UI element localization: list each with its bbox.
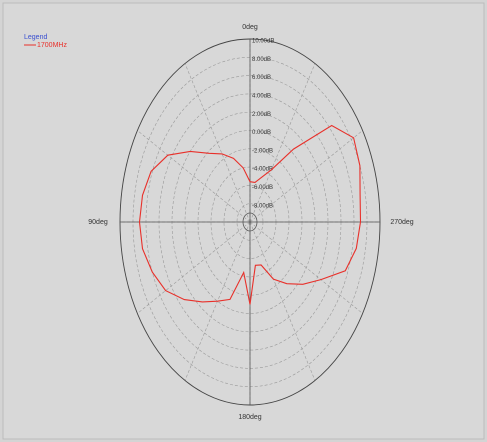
- r-tick-label: 10.00dB: [252, 39, 274, 45]
- r-tick-label: -8.00dB: [252, 203, 273, 209]
- r-tick-label: 8.00dB: [252, 57, 271, 63]
- spoke: [137, 130, 251, 223]
- r-tick-label: 2.00dB: [252, 112, 271, 118]
- r-tick-label: -4.00dB: [252, 167, 273, 173]
- r-tick-label: 4.00dB: [252, 93, 271, 99]
- theta-tick-label: 270deg: [390, 219, 413, 226]
- pattern-line: [138, 124, 362, 305]
- legend-title: Legend: [24, 34, 47, 41]
- r-tick-label: 6.00dB: [252, 75, 271, 81]
- theta-tick-label: 0deg: [242, 24, 258, 31]
- legend-label: 1700MHz: [37, 42, 67, 49]
- theta-tick-label: 90deg: [88, 219, 108, 226]
- r-tick-label: 0.00dB: [252, 130, 271, 136]
- theta-tick-label: 180deg: [238, 414, 261, 421]
- spoke: [249, 221, 316, 381]
- r-tick-label: -2.00dB: [252, 148, 273, 154]
- r-tick-label: -6.00dB: [252, 185, 273, 191]
